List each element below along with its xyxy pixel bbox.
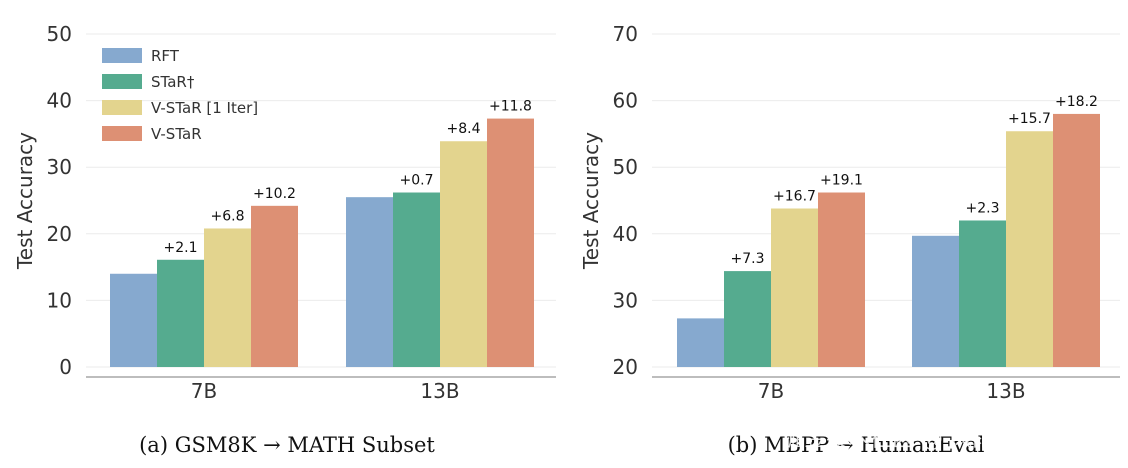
legend-label: STaR† [151,73,195,91]
bar-data-label: +2.3 [966,200,1000,216]
y-tick-label: 50 [47,22,72,46]
legend: RFT STaR† V-STaR [1 Iter] V-STaR [102,47,258,143]
bar [1006,131,1053,367]
bar-data-label: +16.7 [773,188,816,204]
panel-caption: (b) MBPP → HumanEval [728,433,985,457]
y-axis-label: Test Accuracy [579,132,603,270]
legend-label: V-STaR [1 Iter] [151,99,258,117]
legend-swatch [102,126,142,141]
legend-label: V-STaR [151,125,202,143]
y-tick-label: 20 [47,222,72,246]
bar-data-label: +7.3 [731,251,765,267]
bar-data-label: +2.1 [164,240,198,256]
bar-data-label: +6.8 [211,208,245,224]
bar [1053,113,1100,367]
y-tick-label: 60 [613,89,638,113]
y-tick-label: 20 [613,355,638,379]
legend-swatch [102,100,142,115]
y-axis-label: Test Accuracy [13,132,37,270]
y-tick-label: 30 [47,155,72,179]
watermark-text: 掘金技术社区 @ 风雨中的小七 [782,427,1082,452]
bar [251,205,298,367]
y-tick-label: 30 [613,288,638,312]
y-tick-label: 70 [613,22,638,46]
legend-swatch [102,74,142,89]
x-tick-label: 13B [986,379,1025,403]
bar [771,208,818,367]
x-tick-label: 7B [191,379,217,403]
bar [487,118,534,367]
y-tick-label: 0 [59,355,72,379]
panel-caption: (a) GSM8K → MATH Subset [139,433,435,457]
bar-data-label: +11.8 [489,99,532,115]
bar-data-label: +10.2 [253,186,296,202]
bar [440,141,487,367]
chart-panel-a: 0 10 20 30 40 50 Test Accuracy +2.1 +0.7 +6.8 +8.4… [13,22,556,457]
bar [912,235,959,367]
x-tick-label: 13B [420,379,459,403]
bar-data-label: +18.2 [1055,94,1098,110]
bar-data-label: +15.7 [1008,111,1051,127]
bar [393,192,440,367]
bar [677,318,724,367]
bar-data-label: +19.1 [820,173,863,189]
bar-data-label: +0.7 [400,173,434,189]
bar [204,228,251,367]
legend-label: RFT [151,47,180,65]
x-tick-label: 7B [758,379,784,403]
bar [110,273,157,367]
bar [346,197,393,367]
bar [157,259,204,367]
bar-data-label: +8.4 [447,121,481,137]
y-tick-label: 40 [613,222,638,246]
bar [724,271,771,367]
bar [959,220,1006,367]
y-tick-label: 50 [613,155,638,179]
y-tick-label: 40 [47,89,72,113]
legend-swatch [102,48,142,63]
y-tick-label: 10 [47,288,72,312]
bar [818,192,865,367]
